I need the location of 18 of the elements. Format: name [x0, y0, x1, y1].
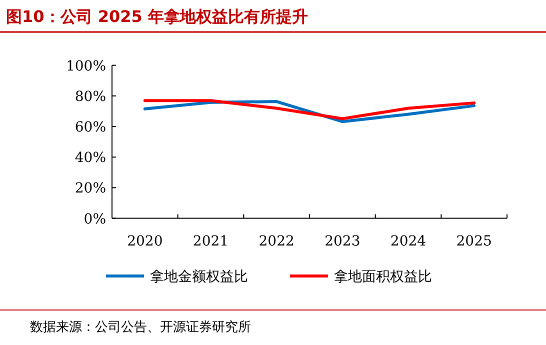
- legend-label: 拿地面积权益比: [334, 269, 432, 285]
- legend-label: 拿地金额权益比: [150, 269, 248, 285]
- y-tick-label: 100%: [66, 58, 106, 74]
- y-tick-label: 40%: [74, 150, 106, 166]
- y-tick-label: 60%: [74, 120, 106, 136]
- x-tick-label: 2021: [192, 233, 229, 250]
- chart-title: 图10：公司 2025 年拿地权益比有所提升: [6, 7, 308, 26]
- x-tick-label: 2020: [127, 233, 163, 250]
- title: 图10：公司 2025 年拿地权益比有所提升: [0, 7, 546, 33]
- y-tick-label: 0%: [84, 211, 106, 228]
- annotations: 数据来源：公司公告、开源证券研究所: [0, 310, 546, 335]
- x-tick-label: 2024: [390, 233, 426, 250]
- y-tick-label: 80%: [74, 88, 106, 105]
- y-tick-label: 20%: [74, 180, 106, 197]
- source-note: 数据来源：公司公告、开源证券研究所: [30, 320, 251, 335]
- x-tick-label: 2022: [258, 233, 294, 250]
- x-tick-label: 2023: [324, 233, 360, 250]
- x-tick-label: 2025: [456, 233, 492, 250]
